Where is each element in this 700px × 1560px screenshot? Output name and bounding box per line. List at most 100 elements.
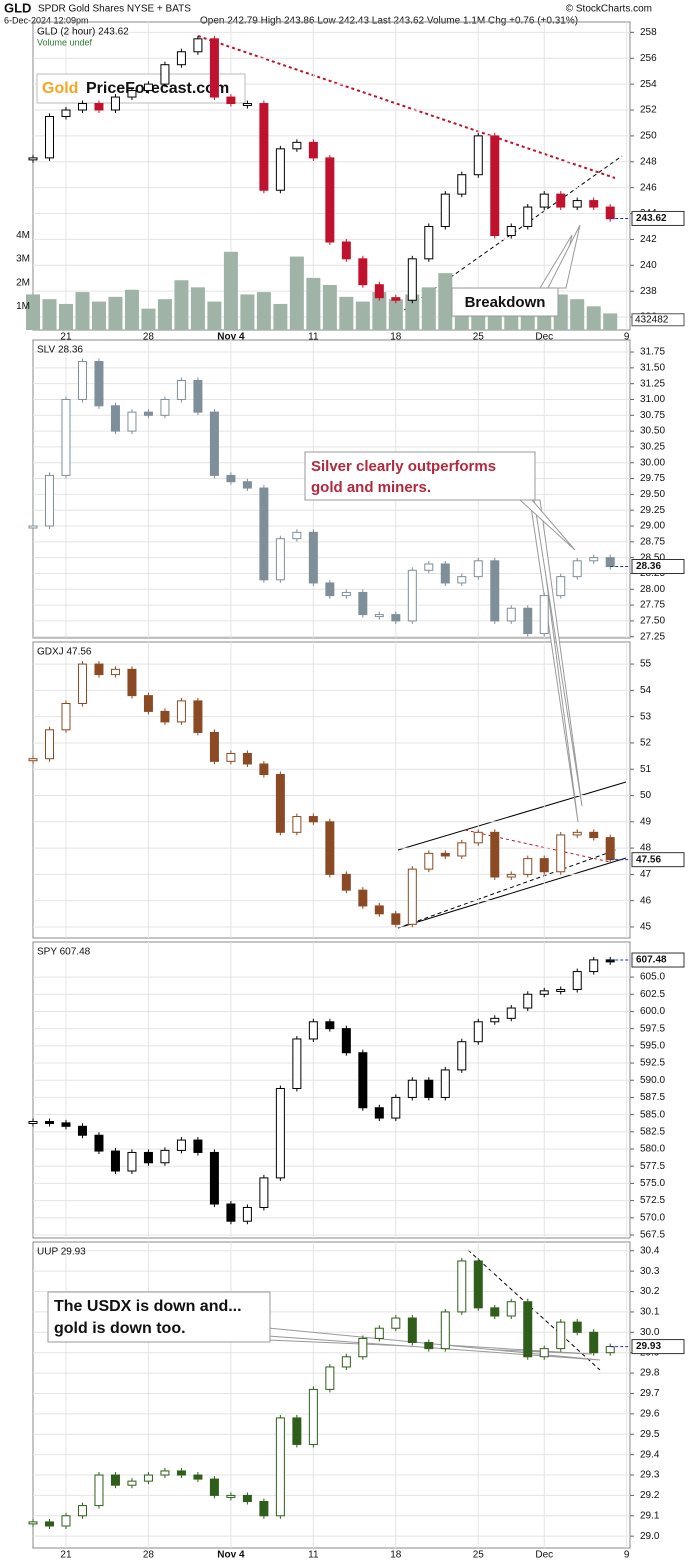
last-price-label: 47.56 — [636, 854, 661, 865]
candle — [143, 1151, 153, 1164]
candle — [176, 51, 186, 66]
y-tick-label: 30.2 — [640, 1286, 660, 1297]
volume-bar — [603, 313, 618, 330]
y-tick-label: 27.25 — [640, 631, 665, 642]
y-tick-label: 595.0 — [640, 1040, 665, 1051]
panel-frame — [32, 1241, 631, 1549]
callout-text: gold is down too. — [54, 1320, 186, 1337]
candle — [539, 858, 549, 873]
candle — [391, 297, 401, 301]
candle — [308, 1021, 318, 1040]
y-tick-label: 252 — [640, 105, 657, 116]
volume-tag-label: 432482 — [635, 314, 669, 325]
candle — [407, 569, 417, 622]
candle — [325, 582, 335, 597]
y-tick-label: 29.0 — [640, 1531, 660, 1542]
y-tick-label: 29.75 — [640, 473, 665, 484]
y-tick-label: 602.5 — [640, 989, 665, 1000]
y-tick-label: 30.75 — [640, 410, 665, 421]
y-tick-label: 54 — [640, 685, 652, 696]
candle — [523, 858, 533, 875]
candle — [292, 1417, 302, 1445]
y-tick-label: 31.50 — [640, 362, 665, 373]
x-tick-label: Nov 4 — [217, 1550, 245, 1560]
candle — [506, 1007, 516, 1019]
volume-tick-label: 4M — [16, 230, 30, 241]
candle — [556, 1321, 566, 1350]
candle — [143, 1474, 153, 1482]
candle — [440, 1069, 450, 1098]
y-tick-label: 29.8 — [640, 1368, 660, 1379]
y-tick-label: 27.75 — [640, 600, 665, 611]
volume-bar — [421, 287, 436, 330]
callout-text: Silver clearly outperforms — [311, 458, 496, 475]
y-tick-label: 31.25 — [640, 378, 665, 389]
x-tick-label: Nov 4 — [217, 332, 245, 343]
callout-box — [304, 451, 536, 501]
candle — [77, 1505, 87, 1517]
y-tick-label: 53 — [640, 711, 652, 722]
candle — [424, 225, 434, 260]
candle — [275, 1417, 285, 1517]
volume-tick-label: 2M — [16, 277, 30, 288]
candle — [193, 1474, 203, 1480]
x-tick-label: 9 — [624, 332, 630, 343]
candle — [94, 663, 104, 676]
candle — [556, 834, 566, 873]
candle — [61, 703, 71, 731]
candle — [160, 1149, 170, 1164]
candle — [605, 837, 615, 861]
candle — [176, 1139, 186, 1151]
channel-bottom — [397, 857, 627, 929]
last-price-label: 28.36 — [636, 561, 661, 572]
volume-bar — [273, 303, 288, 330]
volume-bar — [190, 287, 205, 330]
candle — [275, 773, 285, 833]
volume-bar — [223, 251, 238, 330]
candle — [490, 1017, 500, 1023]
y-tick-label: 51 — [640, 764, 652, 775]
candle — [209, 38, 219, 98]
channel-mid — [397, 849, 617, 929]
y-tick-label: 30.25 — [640, 442, 665, 453]
candle — [308, 816, 318, 823]
candle — [94, 1134, 104, 1152]
candle — [143, 83, 153, 92]
date: 6-Dec-2024 12:09pm — [4, 15, 89, 25]
candle — [572, 971, 582, 990]
candle — [44, 1521, 54, 1527]
candle — [556, 988, 566, 992]
candle — [110, 96, 120, 111]
candle — [308, 1388, 318, 1445]
logo-site: PriceForecast.com — [86, 80, 229, 97]
candle — [242, 752, 252, 765]
candle — [407, 258, 417, 301]
candle — [292, 531, 302, 540]
candle — [457, 1260, 467, 1313]
logo-gold: Gold — [42, 80, 78, 97]
candle — [325, 821, 335, 875]
y-tick-label: 28.50 — [640, 552, 665, 563]
candle — [424, 563, 434, 571]
volume-bar — [240, 294, 255, 330]
volume-tick-label: 3M — [16, 254, 30, 265]
candle — [292, 816, 302, 833]
candle — [506, 225, 516, 237]
candle — [358, 889, 368, 907]
y-tick-label: 572.5 — [640, 1195, 665, 1206]
candle — [605, 1346, 615, 1354]
candle — [160, 710, 170, 723]
last-price-tag — [631, 1339, 685, 1355]
candle — [341, 873, 351, 891]
y-tick-label: 30.4 — [640, 1245, 660, 1256]
uup-trend — [467, 1249, 601, 1371]
candle — [325, 1366, 335, 1390]
y-tick-label: 29.25 — [640, 505, 665, 516]
y-tick-label: 240 — [640, 260, 657, 271]
candle — [589, 200, 599, 208]
candle — [473, 135, 483, 176]
candle — [226, 1494, 236, 1498]
candle — [176, 700, 186, 723]
candle — [358, 591, 368, 616]
